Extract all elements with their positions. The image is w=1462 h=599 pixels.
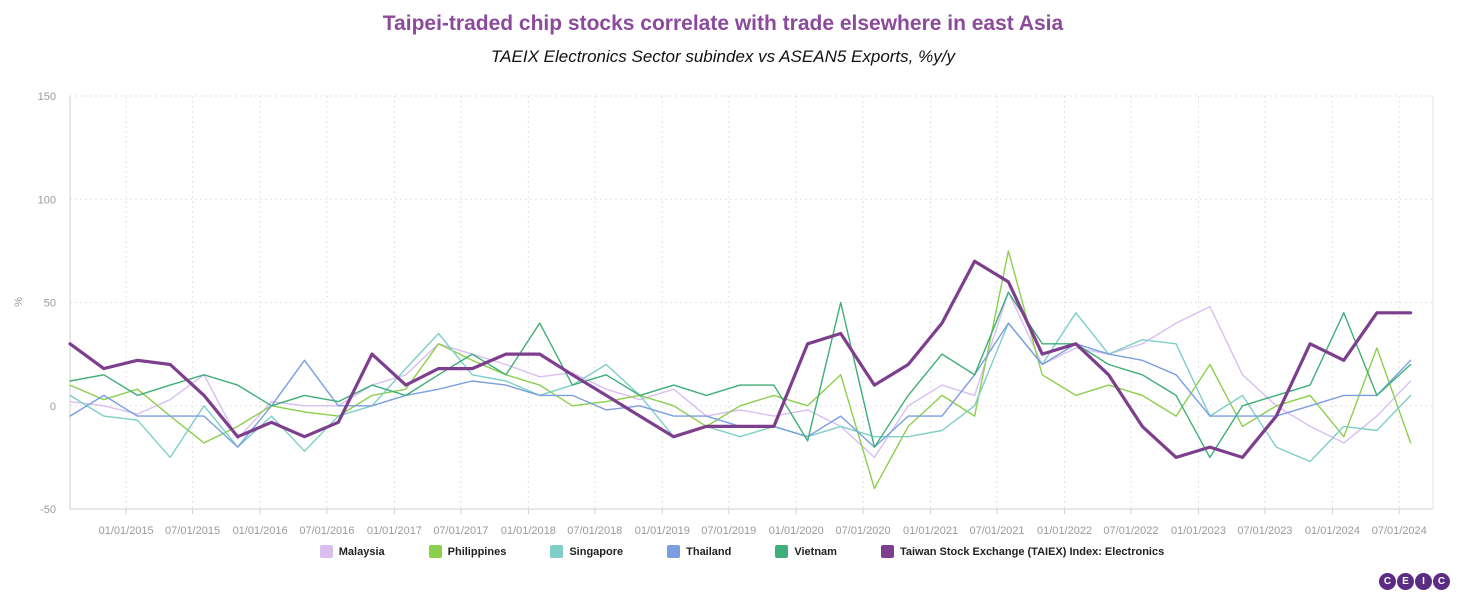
- y-tick-label: 0: [50, 401, 56, 413]
- y-tick-label: 100: [38, 194, 56, 206]
- y-tick-label: 150: [38, 91, 56, 103]
- legend-label: Vietnam: [794, 545, 837, 558]
- grid-lines: [69, 95, 1434, 514]
- y-axis-ticks: -50 0 50 100 150: [38, 91, 56, 516]
- y-tick-label: 50: [44, 298, 56, 310]
- x-tick-label: 07/01/2023: [1237, 525, 1292, 537]
- x-tick-label: 01/01/2017: [367, 525, 422, 537]
- x-tick-label: 07/01/2017: [433, 525, 488, 537]
- legend-swatch: [775, 545, 789, 558]
- legend-item[interactable]: Malaysia: [319, 545, 385, 558]
- legend-item[interactable]: Philippines: [428, 545, 507, 558]
- legend-swatch: [880, 545, 894, 558]
- series-line-0: [69, 291, 1412, 459]
- legend-item[interactable]: Thailand: [667, 545, 731, 558]
- legend-item[interactable]: Taiwan Stock Exchange (TAIEX) Index: Ele…: [880, 545, 1165, 558]
- x-tick-label: 01/01/2015: [99, 525, 154, 537]
- legend-swatch: [428, 545, 442, 558]
- legend-label: Singapore: [569, 545, 624, 558]
- chart-title: Taipei-traded chip stocks correlate with…: [382, 12, 1064, 35]
- y-axis-label: %: [13, 297, 25, 307]
- x-tick-label: 07/01/2021: [969, 525, 1024, 537]
- legend-swatch: [667, 545, 681, 558]
- x-tick-label: 07/01/2015: [165, 525, 220, 537]
- x-tick-label: 01/01/2021: [903, 525, 958, 537]
- legend-label: Malaysia: [338, 545, 385, 558]
- series-line-2: [69, 312, 1412, 463]
- x-tick-label: 07/01/2019: [701, 525, 756, 537]
- x-tick-label: 07/01/2020: [836, 525, 891, 537]
- logo-letter: I: [1415, 573, 1432, 590]
- x-tick-label: 01/01/2023: [1171, 525, 1226, 537]
- x-tick-label: 01/01/2024: [1305, 525, 1360, 537]
- x-tick-label: 01/01/2020: [769, 525, 824, 537]
- x-tick-label: 01/01/2016: [233, 525, 288, 537]
- x-tick-label: 01/01/2019: [635, 525, 690, 537]
- x-tick-label: 07/01/2018: [567, 525, 622, 537]
- x-axis-ticks: 01/01/2015 07/01/2015 01/01/2016 07/01/2016…: [99, 525, 1427, 537]
- x-tick-label: 01/01/2018: [501, 525, 556, 537]
- series-line-5: [68, 259, 1413, 459]
- logo-letter: C: [1433, 573, 1450, 590]
- x-tick-label: 01/01/2022: [1037, 525, 1092, 537]
- x-tick-label: 07/01/2016: [299, 525, 354, 537]
- logo-letter: E: [1397, 573, 1414, 590]
- series-lines: [68, 250, 1413, 490]
- legend-label: Thailand: [686, 545, 732, 558]
- x-tick-label: 07/01/2024: [1372, 525, 1427, 537]
- logo-letter: C: [1379, 573, 1396, 590]
- legend-swatch: [319, 545, 333, 558]
- series-line-1: [69, 250, 1412, 490]
- chart-subtitle: TAEIX Electronics Sector subindex vs ASE…: [491, 47, 955, 66]
- x-tick-label: 07/01/2022: [1103, 525, 1158, 537]
- legend-label: Taiwan Stock Exchange (TAIEX) Index: Ele…: [899, 545, 1165, 558]
- y-tick-label: -50: [40, 504, 56, 516]
- chart-legend: Malaysia Philippines Singapore Thailand Viet…: [0, 545, 1462, 558]
- legend-label: Philippines: [447, 545, 507, 558]
- series-line-4: [69, 291, 1412, 459]
- legend-swatch: [550, 545, 564, 558]
- legend-item[interactable]: Vietnam: [775, 545, 837, 558]
- legend-item[interactable]: Singapore: [550, 545, 623, 558]
